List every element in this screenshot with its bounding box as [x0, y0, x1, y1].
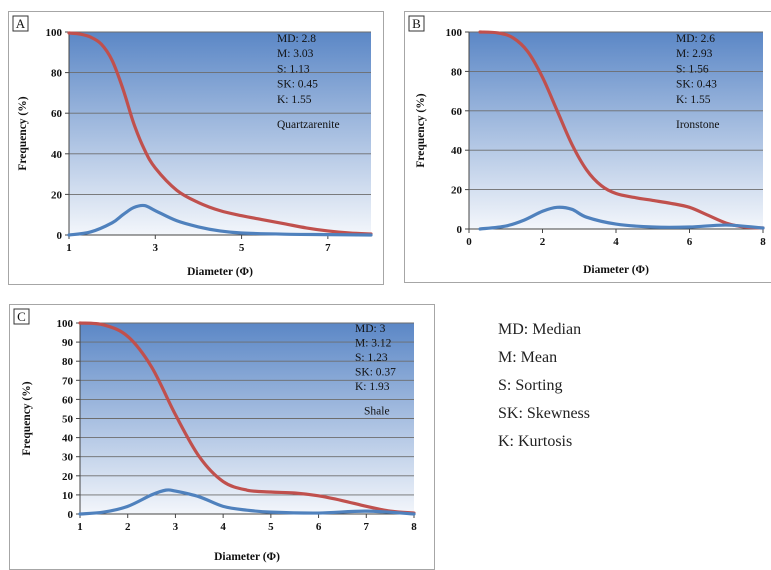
y-tick-label: 40 [451, 145, 463, 157]
x-tick-label: 6 [316, 521, 322, 533]
y-tick-label: 0 [457, 224, 463, 236]
stat-annotation: M: 3.12 [355, 338, 392, 350]
y-tick-label: 10 [62, 490, 74, 502]
panel-label: B [412, 16, 421, 31]
panel-label-box [13, 308, 30, 325]
y-tick-label: 60 [62, 394, 74, 406]
y-tick-label: 80 [451, 66, 463, 78]
frequency-curve [478, 205, 765, 231]
x-tick-label: 5 [268, 521, 274, 533]
chart-panel-c: C 0 10 20 30 40 50 60 70 80 90 100 1 2 3 4 5 6 7 8 MD: 3 M: 3… [9, 304, 435, 570]
y-axis-title: Frequency (%) [21, 381, 33, 455]
legend-m: M: Mean [498, 349, 558, 366]
stat-annotation: M: 2.93 [676, 48, 713, 60]
frequency-curve [78, 488, 416, 516]
abbreviation-legend: MD: Median M: Mean S: Sorting SK: Skewne… [498, 316, 590, 456]
legend-s: S: Sorting [498, 377, 563, 394]
x-axis-title: Diameter (Φ) [187, 266, 253, 278]
x-axis-title: Diameter (Φ) [214, 551, 280, 563]
stat-annotation: K: 1.55 [277, 94, 312, 106]
stat-annotation: S: 1.56 [676, 63, 709, 75]
chart-panel-a: A 0 20 40 60 80 100 1 3 5 7 MD: 2.8 M: 3.03 S: 1.13 SK… [8, 11, 384, 285]
chart-svg: C 0 10 20 30 40 50 60 70 80 90 100 1 2 3 4 5 6 7 8 MD: 3 M: 3… [13, 308, 417, 563]
y-tick-label: 40 [51, 149, 63, 161]
stat-annotation: M: 3.03 [277, 48, 314, 60]
panel-label: C [17, 309, 26, 324]
x-tick-label: 5 [239, 242, 245, 254]
chart-panel-b: B 0 20 40 60 80 100 0 2 4 6 8 MD: 2.6 M: 2.93 S: 1.56 S… [404, 11, 771, 283]
chart-svg: A 0 20 40 60 80 100 1 3 5 7 MD: 2.8 M: 3.03 S: 1.13 SK… [12, 15, 373, 278]
x-tick-label: 3 [153, 242, 159, 254]
x-tick-label: 8 [760, 236, 766, 248]
stat-annotation: SK: 0.45 [277, 79, 318, 91]
stat-annotation: SK: 0.43 [676, 79, 717, 91]
legend-sk: SK: Skewness [498, 405, 591, 422]
y-tick-label: 100 [46, 27, 63, 39]
x-tick-label: 4 [220, 521, 226, 533]
y-tick-label: 70 [62, 375, 74, 387]
rock-type-label: Ironstone [676, 119, 719, 131]
y-tick-label: 20 [62, 471, 74, 483]
frequency-curve [67, 203, 373, 237]
plot-area [469, 32, 763, 229]
y-tick-label: 20 [51, 189, 63, 201]
y-tick-label: 50 [62, 414, 74, 426]
cumulative-curve [478, 30, 765, 230]
y-tick-label: 80 [51, 68, 63, 80]
stat-annotation: K: 1.55 [676, 94, 711, 106]
stat-annotation: MD: 3 [355, 323, 386, 335]
y-tick-label: 100 [446, 27, 463, 39]
x-tick-label: 3 [173, 521, 179, 533]
y-tick-label: 40 [62, 433, 74, 445]
panel-label-box [408, 15, 425, 32]
y-tick-label: 60 [51, 108, 63, 120]
y-axis-title: Frequency (%) [17, 96, 29, 170]
stat-annotation: S: 1.13 [277, 63, 310, 75]
y-tick-label: 90 [62, 337, 74, 349]
x-tick-label: 6 [687, 236, 693, 248]
x-tick-label: 1 [77, 521, 83, 533]
y-tick-label: 20 [451, 185, 463, 197]
y-tick-label: 30 [62, 452, 74, 464]
cumulative-curve [78, 321, 416, 515]
stat-annotation: MD: 2.6 [676, 33, 715, 45]
rock-type-label: Quartzarenite [277, 119, 340, 131]
panel-label: A [16, 16, 26, 31]
y-tick-label: 60 [451, 106, 463, 118]
panel-label-box [12, 15, 29, 32]
y-axis-title: Frequency (%) [415, 93, 427, 167]
legend-k: K: Kurtosis [498, 433, 573, 450]
stat-annotation: K: 1.93 [355, 381, 390, 393]
y-tick-label: 0 [68, 509, 74, 521]
stat-annotation: MD: 2.8 [277, 33, 316, 45]
y-tick-label: 80 [62, 356, 74, 368]
x-tick-label: 1 [66, 242, 72, 254]
x-tick-label: 4 [613, 236, 619, 248]
x-tick-label: 2 [125, 521, 131, 533]
plot-area [69, 32, 371, 235]
x-axis-title: Diameter (Φ) [583, 264, 649, 276]
x-tick-label: 2 [540, 236, 546, 248]
stat-annotation: S: 1.23 [355, 352, 388, 364]
x-tick-label: 7 [364, 521, 370, 533]
x-tick-label: 7 [325, 242, 331, 254]
x-tick-label: 8 [411, 521, 417, 533]
y-tick-label: 100 [57, 318, 74, 330]
legend-md: MD: Median [498, 321, 582, 338]
cumulative-curve [67, 31, 373, 236]
stat-annotation: SK: 0.37 [355, 367, 396, 379]
y-tick-label: 0 [57, 230, 63, 242]
chart-svg: B 0 20 40 60 80 100 0 2 4 6 8 MD: 2.6 M: 2.93 S: 1.56 S… [408, 15, 766, 276]
rock-type-label: Shale [364, 406, 390, 418]
x-tick-label: 0 [466, 236, 472, 248]
